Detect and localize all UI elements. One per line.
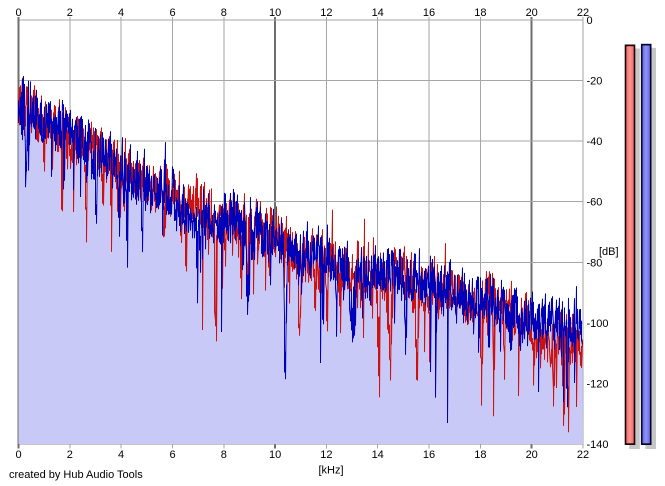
svg-text:8: 8: [221, 7, 227, 19]
svg-text:16: 16: [423, 7, 435, 19]
svg-text:2: 2: [67, 7, 73, 19]
svg-text:18: 18: [474, 449, 486, 461]
svg-text:18: 18: [474, 7, 486, 19]
svg-text:16: 16: [423, 449, 435, 461]
svg-text:14: 14: [372, 449, 384, 461]
svg-text:0: 0: [15, 7, 21, 19]
svg-text:[dB]: [dB]: [599, 246, 619, 258]
svg-text:-120: -120: [587, 378, 609, 390]
svg-text:-100: -100: [587, 318, 609, 330]
svg-text:20: 20: [526, 7, 538, 19]
svg-text:0: 0: [15, 449, 21, 461]
svg-text:[kHz]: [kHz]: [318, 465, 343, 477]
svg-text:12: 12: [320, 449, 332, 461]
svg-text:2: 2: [67, 449, 73, 461]
svg-text:0: 0: [587, 15, 593, 27]
svg-text:created by Hub Audio Tools: created by Hub Audio Tools: [9, 469, 143, 481]
svg-text:4: 4: [118, 7, 124, 19]
svg-text:-140: -140: [587, 439, 609, 451]
svg-text:12: 12: [320, 7, 332, 19]
svg-text:-80: -80: [587, 257, 603, 269]
svg-text:20: 20: [526, 449, 538, 461]
svg-text:10: 10: [269, 7, 281, 19]
svg-text:6: 6: [169, 7, 175, 19]
svg-text:10: 10: [269, 449, 281, 461]
svg-text:6: 6: [169, 449, 175, 461]
svg-text:22: 22: [577, 449, 589, 461]
svg-text:-20: -20: [587, 76, 603, 88]
svg-text:-40: -40: [587, 136, 603, 148]
svg-text:14: 14: [372, 7, 384, 19]
svg-text:22: 22: [577, 7, 589, 19]
svg-text:-60: -60: [587, 197, 603, 209]
svg-text:4: 4: [118, 449, 124, 461]
svg-text:8: 8: [221, 449, 227, 461]
